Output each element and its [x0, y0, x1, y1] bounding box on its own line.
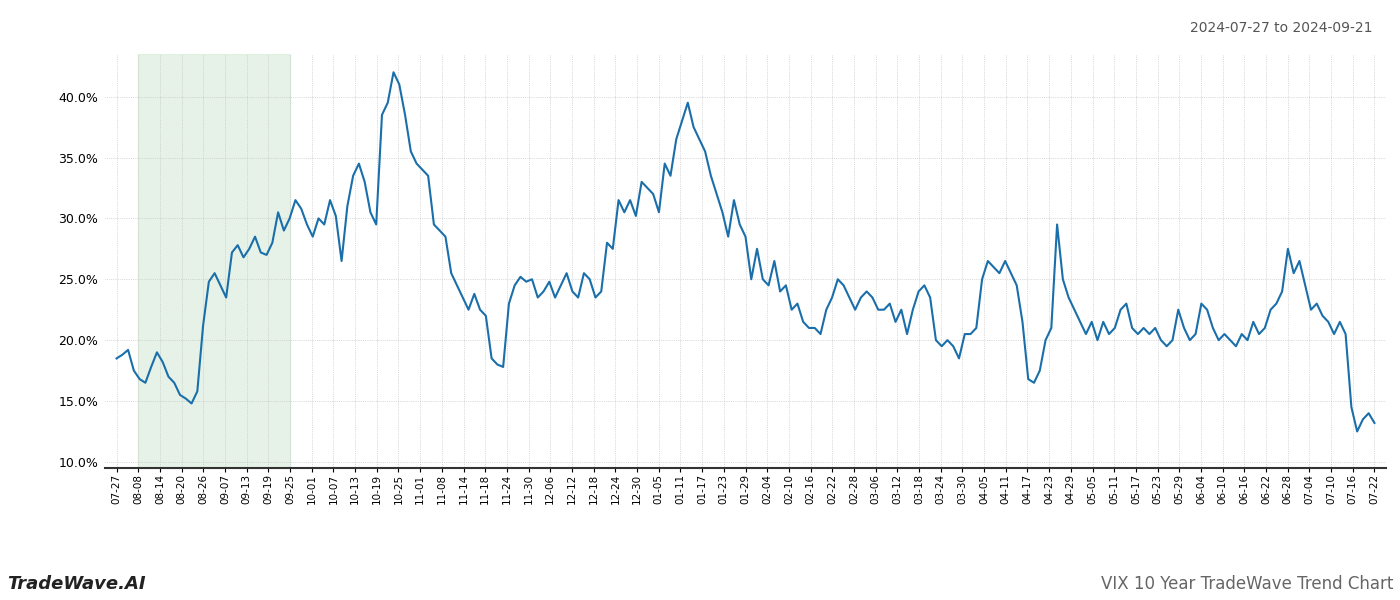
Text: TradeWave.AI: TradeWave.AI — [7, 575, 146, 593]
Bar — [139, 54, 290, 468]
Text: 2024-07-27 to 2024-09-21: 2024-07-27 to 2024-09-21 — [1190, 21, 1372, 35]
Text: VIX 10 Year TradeWave Trend Chart: VIX 10 Year TradeWave Trend Chart — [1100, 575, 1393, 593]
